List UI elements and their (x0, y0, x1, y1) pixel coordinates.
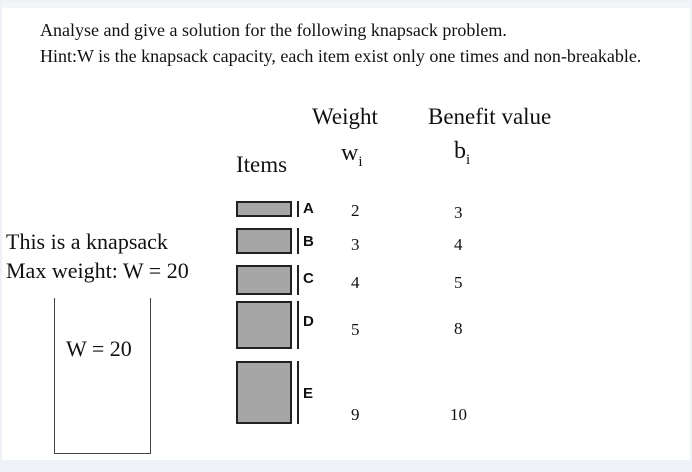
knapsack-max-weight: Max weight: W = 20 (6, 258, 189, 283)
item-tick-c (297, 265, 299, 295)
item-weight-e: 9 (351, 405, 360, 424)
item-benefit-c: 5 (454, 273, 463, 292)
item-block-c (236, 265, 292, 295)
weight-symbol: wi (341, 140, 363, 170)
knapsack-container (54, 298, 151, 454)
item-tick-a (297, 201, 299, 217)
document-page: Analyse and give a solution for the foll… (2, 2, 690, 460)
item-benefit-e: 10 (450, 405, 467, 424)
item-benefit-b: 4 (454, 235, 463, 254)
top-band (2, 2, 690, 8)
item-block-d (236, 301, 292, 349)
item-benefit-d: 8 (454, 319, 463, 338)
item-label-a: A (303, 200, 314, 217)
item-block-b (236, 228, 292, 254)
knapsack-description: This is a knapsack (6, 229, 168, 254)
benefit-symbol: bi (454, 138, 471, 168)
item-label-b: B (303, 233, 314, 250)
item-label-d: D (303, 313, 314, 330)
item-label-c: C (303, 270, 314, 287)
item-block-e (236, 361, 292, 424)
item-weight-c: 4 (351, 273, 360, 292)
item-tick-e (297, 361, 299, 424)
items-header: Items (236, 152, 288, 177)
item-weight-d: 5 (351, 320, 360, 339)
question-line-1: Analyse and give a solution for the foll… (40, 20, 507, 40)
knapsack-capacity-label: W = 20 (66, 336, 132, 361)
question-line-2: Hint:W is the knapsack capacity, each it… (40, 46, 642, 66)
benefit-header: Benefit value (428, 104, 552, 129)
item-tick-b (297, 228, 299, 254)
item-weight-a: 2 (351, 201, 360, 220)
item-block-a (236, 201, 292, 217)
item-weight-b: 3 (351, 235, 360, 254)
weight-header: Weight (312, 104, 378, 129)
item-label-e: E (303, 385, 314, 402)
item-benefit-a: 3 (454, 203, 463, 222)
item-tick-d (297, 301, 299, 349)
